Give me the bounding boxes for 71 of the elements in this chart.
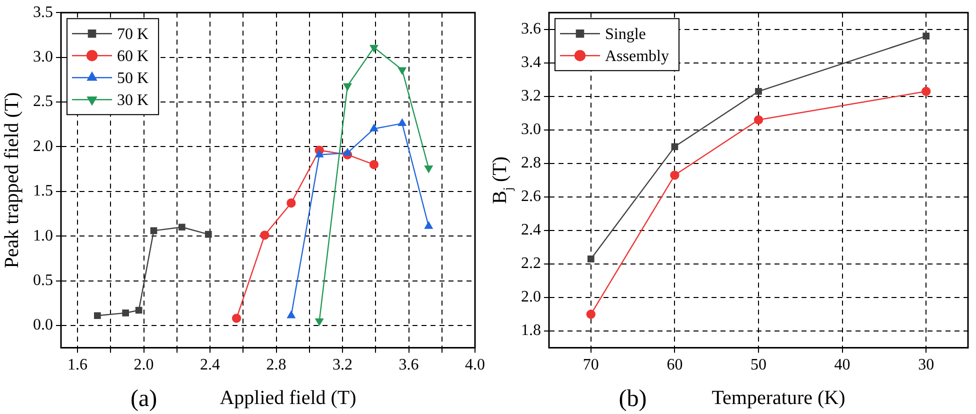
- y-tick-label: 0.0: [33, 316, 53, 334]
- legend-label: 70 K: [117, 26, 149, 43]
- legend-label: 50 K: [117, 70, 149, 87]
- point: [343, 83, 352, 90]
- x-tick-label: 2.8: [266, 356, 286, 374]
- legend-label: Assembly: [605, 48, 669, 65]
- point: [922, 32, 930, 40]
- point: [398, 118, 406, 126]
- point: [343, 148, 352, 156]
- x-axis-title: Applied field (T): [220, 387, 356, 409]
- x-tick-label: 30: [918, 356, 934, 374]
- point: [586, 310, 596, 319]
- point: [315, 318, 324, 326]
- point: [178, 224, 186, 231]
- y-tick-label: 2.8: [521, 154, 541, 172]
- y-axis-title: Bj (T): [489, 156, 515, 204]
- y-tick-label: 2.5: [33, 93, 53, 110]
- text: (b): [618, 386, 647, 412]
- x-tick-label: 1.6: [68, 356, 88, 374]
- point: [370, 124, 378, 132]
- x-tick-label: 70: [582, 356, 599, 374]
- x-tick-label: 40: [834, 356, 850, 374]
- y-tick-label: 2.0: [33, 138, 53, 155]
- legend-label: 30 K: [117, 92, 149, 109]
- y-tick-label: 2.0: [521, 288, 541, 306]
- point: [670, 170, 680, 180]
- point: [398, 67, 406, 74]
- x-tick-label: 3.6: [398, 356, 419, 374]
- point: [755, 88, 762, 95]
- point: [671, 143, 678, 150]
- point: [260, 230, 270, 240]
- y-tick-label: 3.5: [33, 4, 53, 21]
- point: [424, 166, 433, 173]
- x-tick-label: 2.0: [134, 356, 154, 374]
- legend-label: 60 K: [117, 48, 149, 65]
- x-tick-label: 60: [666, 356, 683, 374]
- y-tick-label: 2.2: [521, 255, 541, 272]
- point: [150, 227, 158, 234]
- point: [587, 256, 594, 262]
- point: [754, 115, 764, 124]
- y-tick-label: 3.4: [521, 54, 541, 72]
- y-tick-label: 2.4: [521, 222, 541, 239]
- point: [122, 310, 130, 316]
- y-tick-label: 1.8: [521, 322, 541, 340]
- y-axis-title: Peak trapped field (T): [1, 92, 23, 268]
- y-tick-label: 3.0: [521, 121, 541, 138]
- point: [424, 222, 433, 229]
- point: [370, 44, 378, 52]
- legend-label: Single: [605, 26, 646, 43]
- point: [94, 312, 101, 320]
- point: [315, 150, 324, 158]
- x-tick-label: 3.2: [332, 356, 353, 374]
- y-tick-label: 3.6: [521, 20, 541, 38]
- x-tick-label: 50: [750, 356, 766, 374]
- point: [135, 306, 142, 314]
- point: [204, 230, 212, 238]
- text: (a): [130, 386, 158, 412]
- x-axis-title: Temperature (K): [712, 387, 846, 409]
- y-tick-label: 0.5: [33, 272, 53, 289]
- point: [369, 160, 379, 170]
- point: [286, 198, 296, 208]
- x-tick-label: 2.4: [200, 356, 220, 374]
- y-tick-label: 1.5: [33, 182, 53, 200]
- point: [287, 311, 296, 318]
- y-tick-label: 3.0: [33, 48, 53, 66]
- y-tick-label: 3.2: [521, 88, 541, 105]
- point: [922, 86, 931, 96]
- y-tick-label: 1.0: [33, 227, 53, 244]
- y-tick-label: 2.6: [521, 188, 541, 206]
- point: [232, 314, 242, 323]
- x-tick-label: 4.0: [465, 356, 485, 374]
